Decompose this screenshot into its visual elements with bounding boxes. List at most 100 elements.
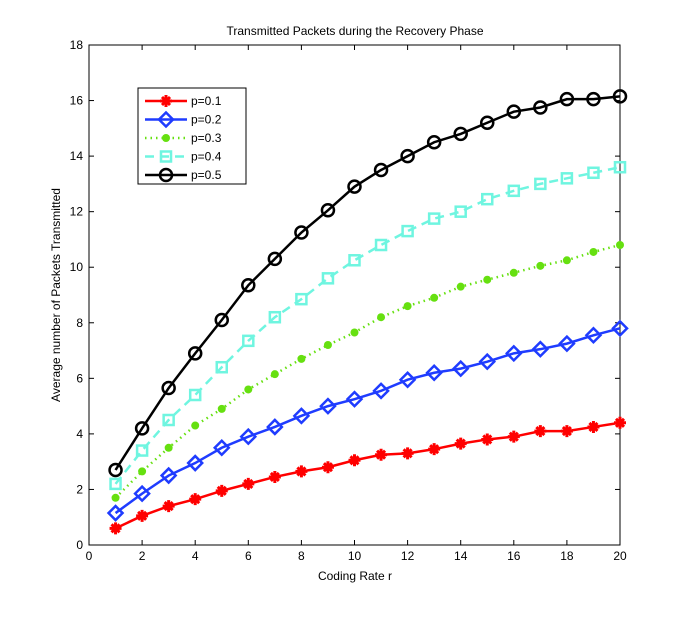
data-point <box>480 115 495 131</box>
data-point <box>109 522 122 535</box>
data-point <box>481 433 494 446</box>
data-point <box>375 448 388 461</box>
y-tick-label: 16 <box>70 94 84 108</box>
y-tick-label: 4 <box>76 427 83 441</box>
data-point <box>136 509 149 522</box>
y-tick-label: 12 <box>70 205 84 219</box>
series-p=0.2 <box>106 319 629 522</box>
data-point <box>428 443 441 456</box>
series-p=0.3 <box>111 241 624 502</box>
data-point <box>158 167 174 183</box>
x-tick-label: 0 <box>86 549 93 563</box>
data-point <box>188 388 202 402</box>
data-point <box>560 172 574 185</box>
data-point <box>241 278 256 293</box>
data-point <box>347 179 362 194</box>
data-point <box>348 454 361 467</box>
data-point <box>320 203 336 218</box>
data-point <box>536 261 545 270</box>
data-point <box>456 282 465 291</box>
x-axis-label: Coding Rate r <box>318 569 392 583</box>
data-point <box>534 425 547 438</box>
y-tick-label: 18 <box>70 38 84 52</box>
data-point <box>215 360 228 374</box>
data-point <box>616 241 624 249</box>
data-point <box>509 268 518 277</box>
x-tick-label: 2 <box>139 549 146 563</box>
x-tick-label: 10 <box>348 549 362 563</box>
data-point <box>401 224 414 238</box>
data-point <box>135 444 149 457</box>
x-tick-label: 6 <box>245 549 252 563</box>
data-point <box>266 418 284 436</box>
series-p=0.1 <box>109 416 626 535</box>
data-point <box>584 326 603 345</box>
data-point <box>161 380 176 396</box>
data-point <box>242 477 255 490</box>
data-point <box>505 344 523 363</box>
y-tick-label: 0 <box>76 538 83 552</box>
series-line <box>115 421 621 530</box>
data-point <box>244 385 253 394</box>
data-point <box>217 404 226 413</box>
data-point <box>507 184 521 198</box>
legend-label: p=0.3 <box>191 131 222 145</box>
x-tick-label: 20 <box>613 549 627 563</box>
y-tick-label: 14 <box>70 149 84 163</box>
data-point <box>295 292 308 306</box>
data-point <box>319 397 337 415</box>
legend-label: p=0.2 <box>191 113 222 127</box>
data-point <box>292 407 311 425</box>
data-point <box>157 110 175 129</box>
data-point <box>430 293 439 302</box>
data-point <box>187 346 203 361</box>
data-point <box>427 212 441 225</box>
x-tick-label: 14 <box>454 549 468 563</box>
data-point <box>586 91 601 107</box>
data-point <box>377 313 386 322</box>
data-point <box>111 493 120 502</box>
x-tick-label: 8 <box>298 549 305 563</box>
data-point <box>294 225 309 240</box>
x-tick-label: 4 <box>192 549 199 563</box>
series-p=0.4 <box>109 160 627 491</box>
data-point <box>268 470 281 483</box>
data-point <box>506 104 522 119</box>
data-point <box>403 302 412 311</box>
series-p=0.5 <box>108 89 628 478</box>
data-point <box>270 370 279 379</box>
data-point <box>162 413 175 427</box>
data-point <box>531 340 550 358</box>
data-point <box>133 484 151 503</box>
data-point <box>159 466 178 485</box>
data-point <box>425 364 443 382</box>
data-point <box>106 504 125 522</box>
data-point <box>191 421 200 430</box>
data-point <box>162 134 170 142</box>
x-tick-label: 12 <box>401 549 415 563</box>
data-point <box>483 275 492 284</box>
x-tick-label: 18 <box>560 549 574 563</box>
data-point <box>164 443 173 452</box>
data-point <box>589 247 598 256</box>
data-point <box>189 493 202 506</box>
data-point <box>239 427 258 446</box>
legend-label: p=0.5 <box>191 168 222 182</box>
data-point <box>159 150 173 163</box>
data-point <box>323 341 332 349</box>
y-tick-label: 10 <box>70 260 84 274</box>
data-point <box>560 425 573 438</box>
y-tick-label: 6 <box>76 371 83 385</box>
data-point <box>350 328 359 337</box>
data-point <box>295 465 308 478</box>
data-point <box>453 126 468 142</box>
data-point <box>212 439 231 457</box>
data-point <box>612 89 628 104</box>
y-tick-label: 8 <box>76 316 83 330</box>
data-point <box>587 420 600 433</box>
data-point <box>398 370 417 389</box>
legend: p=0.1 p=0.2 p=0.3 p=0.4 p=0.5 <box>137 87 247 185</box>
data-point <box>562 256 571 265</box>
data-point <box>613 160 627 174</box>
data-point <box>348 254 361 267</box>
